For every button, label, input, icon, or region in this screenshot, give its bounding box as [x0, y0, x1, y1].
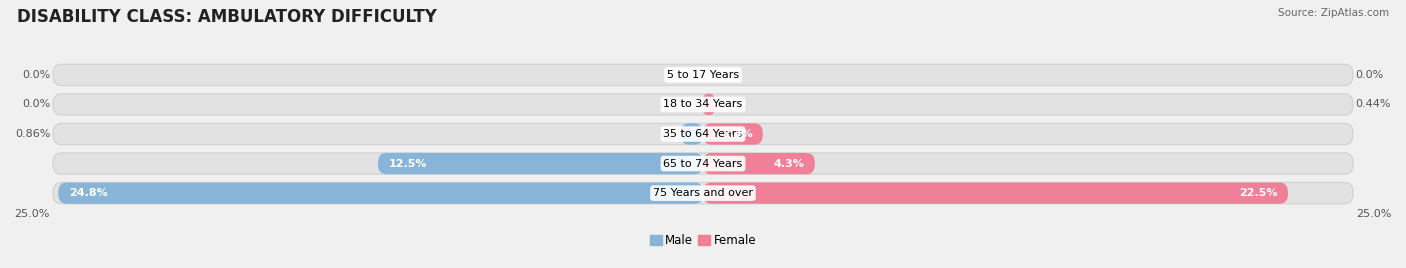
Text: 4.3%: 4.3% — [773, 159, 804, 169]
FancyBboxPatch shape — [681, 123, 703, 145]
Text: 24.8%: 24.8% — [69, 188, 107, 198]
Text: 5 to 17 Years: 5 to 17 Years — [666, 70, 740, 80]
Text: Source: ZipAtlas.com: Source: ZipAtlas.com — [1278, 8, 1389, 18]
FancyBboxPatch shape — [58, 183, 703, 204]
FancyBboxPatch shape — [703, 153, 815, 174]
Text: 65 to 74 Years: 65 to 74 Years — [664, 159, 742, 169]
FancyBboxPatch shape — [53, 123, 1353, 145]
Text: 0.0%: 0.0% — [1355, 70, 1384, 80]
Text: 22.5%: 22.5% — [1239, 188, 1278, 198]
Text: 25.0%: 25.0% — [1357, 209, 1392, 219]
FancyBboxPatch shape — [53, 64, 1353, 85]
Text: 0.44%: 0.44% — [1355, 99, 1391, 109]
Text: 12.5%: 12.5% — [388, 159, 427, 169]
Text: 25.0%: 25.0% — [14, 209, 49, 219]
Text: 18 to 34 Years: 18 to 34 Years — [664, 99, 742, 109]
Text: 0.0%: 0.0% — [22, 99, 51, 109]
FancyBboxPatch shape — [703, 123, 763, 145]
FancyBboxPatch shape — [53, 153, 1353, 174]
Text: 35 to 64 Years: 35 to 64 Years — [664, 129, 742, 139]
FancyBboxPatch shape — [53, 183, 1353, 204]
FancyBboxPatch shape — [53, 94, 1353, 115]
Text: 0.0%: 0.0% — [22, 70, 51, 80]
Text: DISABILITY CLASS: AMBULATORY DIFFICULTY: DISABILITY CLASS: AMBULATORY DIFFICULTY — [17, 8, 437, 26]
Legend: Male, Female: Male, Female — [645, 229, 761, 252]
FancyBboxPatch shape — [378, 153, 703, 174]
Text: 2.3%: 2.3% — [721, 129, 752, 139]
Text: 75 Years and over: 75 Years and over — [652, 188, 754, 198]
FancyBboxPatch shape — [703, 94, 714, 115]
FancyBboxPatch shape — [703, 183, 1288, 204]
Text: 0.86%: 0.86% — [15, 129, 51, 139]
